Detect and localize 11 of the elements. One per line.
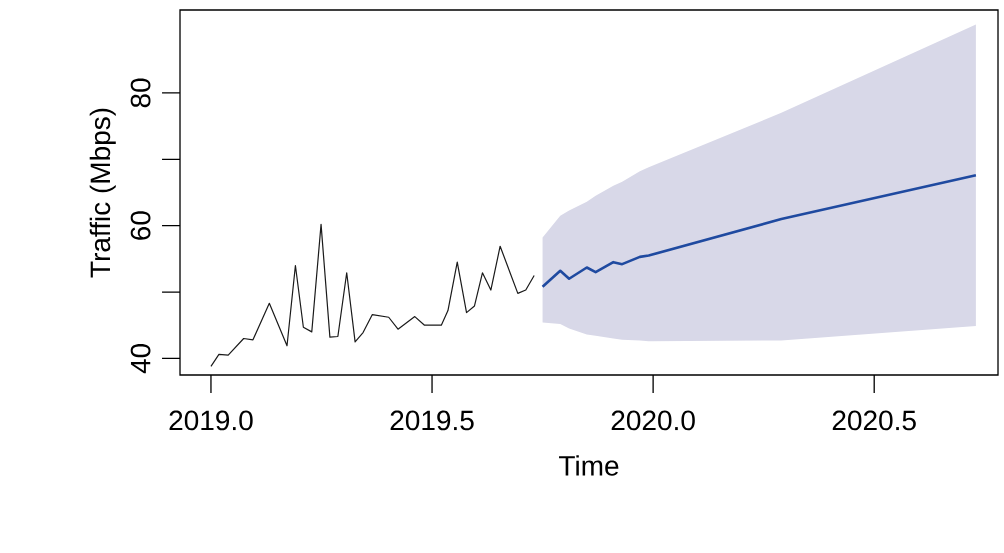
- y-tick-label: 80: [130, 78, 151, 108]
- line-series: [210, 223, 535, 367]
- x-tick-label: 2019.5: [390, 410, 474, 431]
- x-tick-label: 2020.5: [832, 410, 916, 431]
- x-tick-label: 2019.0: [169, 410, 253, 431]
- x-tick-label: 2020.0: [611, 410, 695, 431]
- line-series: [541, 173, 978, 289]
- x-axis-title: Time: [559, 455, 619, 476]
- y-tick-label: 40: [130, 343, 151, 374]
- y-tick-label: 60: [130, 211, 151, 240]
- y-axis-title: Traffic (Mbps): [89, 108, 116, 278]
